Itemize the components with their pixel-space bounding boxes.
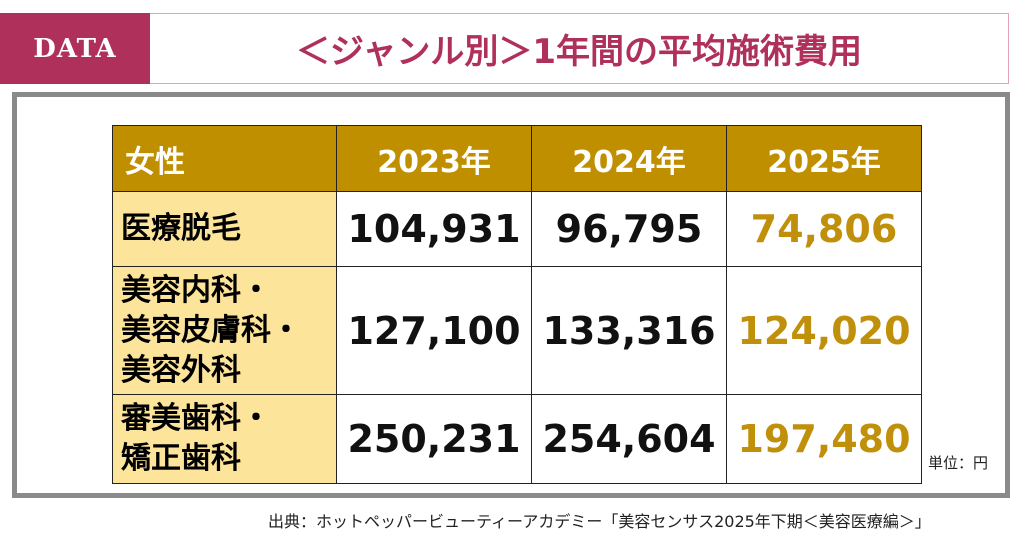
table-header-row: 女性 2023年 2024年 2025年 [112,125,922,192]
value-2023: 127,100 [336,266,532,395]
value-2024: 254,604 [531,394,727,484]
value-2025: 74,806 [726,191,922,267]
row-label: 医療脱毛 [112,191,337,267]
row-label-line: 審美歯科・ [121,401,271,436]
value-2025: 197,480 [726,394,922,484]
data-badge: DATA [0,13,150,84]
row-label: 美容内科・美容皮膚科・ 美容外科 [112,266,337,395]
value-2024: 96,795 [531,191,727,267]
row-label-line: 美容皮膚科・ [121,312,301,348]
row-label-line: 美容外科 [121,352,241,388]
column-header: 女性 [112,125,337,192]
cost-table: 女性 2023年 2024年 2025年 医療脱毛 104,931 96,795… [112,125,922,484]
value-2025: 124,020 [726,266,922,395]
page-title: ＜ジャンル別＞1年間の平均施術費用 [150,13,1009,84]
column-header: 2024年 [531,125,727,192]
source-citation: 出典：ホットペッパービューティーアカデミー「美容センサス2025年下期＜美容医療… [268,512,931,531]
value-2024: 133,316 [531,266,727,395]
row-label: 審美歯科・ 矯正歯科 [112,394,337,484]
column-header: 2023年 [336,125,532,192]
value-2023: 104,931 [336,191,532,267]
row-label-line: 美容内科・ [121,272,271,308]
table-row: 医療脱毛 104,931 96,795 74,806 [112,191,922,267]
table-frame [12,92,1010,498]
table-row: 美容内科・美容皮膚科・ 美容外科 127,100 133,316 124,020 [112,266,922,395]
table-row: 審美歯科・矯正歯科 250,231 254,604 197,480 [112,394,922,484]
unit-label: 単位：円 [928,454,989,472]
row-label-line: 矯正歯科 [121,441,241,476]
value-2023: 250,231 [336,394,532,484]
column-header: 2025年 [726,125,922,192]
